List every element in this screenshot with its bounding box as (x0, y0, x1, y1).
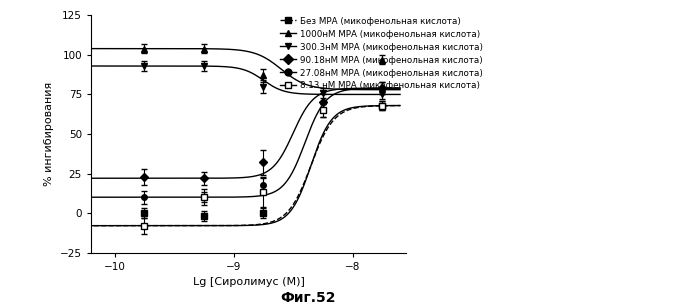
Legend: Без МРА (микофенольная кислота), 1000нМ МРА (микофенольная кислота), 300.3нМ МРА: Без МРА (микофенольная кислота), 1000нМ … (278, 15, 484, 92)
Y-axis label: % ингибирования: % ингибирования (44, 82, 55, 186)
Text: Фиг.52: Фиг.52 (280, 291, 336, 305)
X-axis label: Lg [Сиролимус (М)]: Lg [Сиролимус (М)] (193, 277, 304, 287)
